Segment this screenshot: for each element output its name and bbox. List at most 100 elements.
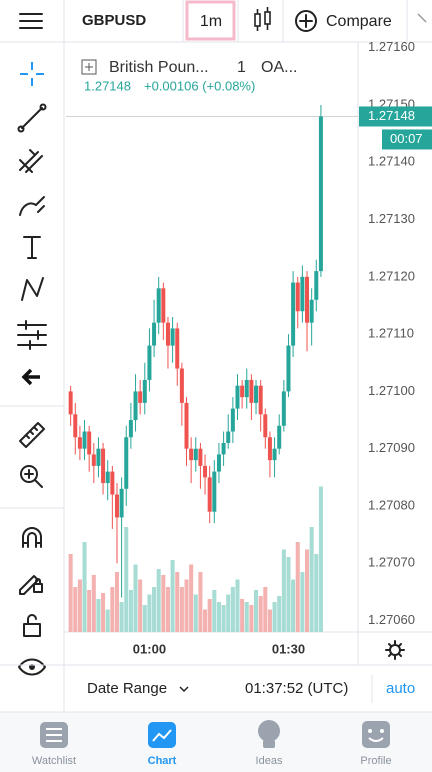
candle-body xyxy=(207,477,212,512)
plot: 1.27060 1.27070 1.27080 1.27090 1.27100 1.271… xyxy=(66,39,432,656)
watchlist-tab[interactable]: Watchlist xyxy=(32,722,76,767)
lock-drawings-tool[interactable] xyxy=(19,575,43,595)
candle-body xyxy=(216,454,221,472)
auto-scale[interactable]: auto xyxy=(386,680,415,697)
settings-button[interactable] xyxy=(385,640,405,660)
volume-bar xyxy=(277,596,282,632)
volume-bar xyxy=(161,575,166,632)
tab-bar xyxy=(0,712,432,772)
countdown-tag xyxy=(382,129,432,150)
dropdown-icon[interactable] xyxy=(179,686,189,693)
volume-bar xyxy=(114,572,120,632)
candle-body xyxy=(184,402,189,449)
y-tick-label: 1.27090 xyxy=(368,440,415,455)
y-tick-label: 1.27160 xyxy=(368,39,415,54)
menu-button[interactable] xyxy=(19,13,43,29)
candle-body xyxy=(281,391,286,426)
candle-body xyxy=(110,471,115,495)
prediction-tool[interactable] xyxy=(17,320,47,350)
volume-bar xyxy=(286,557,291,632)
candle-body xyxy=(226,431,231,443)
x-tick-label: 01:00 xyxy=(133,641,166,656)
candle-body xyxy=(249,379,254,403)
candle-body xyxy=(230,408,235,432)
volume-bar xyxy=(212,590,217,632)
candle-body xyxy=(128,420,133,438)
interval-highlight xyxy=(185,0,236,41)
candle-body xyxy=(96,448,101,466)
volume-bar xyxy=(193,594,198,632)
volume-bar xyxy=(281,549,286,632)
y-tick-label: 1.27140 xyxy=(368,154,415,169)
volume-bar xyxy=(244,602,249,632)
visibility-tool[interactable] xyxy=(18,658,46,676)
symbol-name: British Poun... xyxy=(109,59,209,76)
candle-body xyxy=(212,471,217,512)
zoom-tool[interactable] xyxy=(20,465,43,488)
candle-body xyxy=(87,431,92,455)
chart-type-button[interactable] xyxy=(254,7,271,31)
candle-body xyxy=(291,282,296,346)
tab-label[interactable]: Watchlist xyxy=(32,755,76,767)
candle-body xyxy=(165,322,170,346)
brush-tool[interactable] xyxy=(19,196,45,216)
candle-body xyxy=(244,379,249,398)
candle-body xyxy=(203,465,208,478)
interval-button[interactable]: 1m xyxy=(200,13,222,30)
volume-bar xyxy=(101,593,106,632)
candle-body xyxy=(277,425,282,449)
volume-bar xyxy=(249,605,254,632)
ideas-tab[interactable]: Ideas xyxy=(256,720,283,767)
candle-body xyxy=(318,116,323,272)
volume-bar xyxy=(179,587,184,632)
volume-bar xyxy=(221,605,226,632)
tab-label[interactable]: Profile xyxy=(360,755,391,767)
volume-bar xyxy=(291,579,296,632)
compare-label[interactable]: Compare xyxy=(326,13,392,30)
pitchfork-tool[interactable] xyxy=(19,149,43,173)
profile-tab[interactable]: Profile xyxy=(360,721,392,767)
y-tick-label: 1.27080 xyxy=(368,497,415,512)
chart-tab[interactable]: Chart xyxy=(148,722,177,767)
volume-bar xyxy=(314,554,319,632)
candle-body xyxy=(240,385,245,398)
lock-tool[interactable] xyxy=(23,614,41,637)
hide-toolbar[interactable] xyxy=(21,368,40,386)
volume-bar xyxy=(138,579,143,632)
volume-bar xyxy=(96,599,101,632)
volume-bar xyxy=(124,527,129,632)
candle-body xyxy=(142,379,147,403)
tab-label[interactable]: Chart xyxy=(148,755,177,767)
magnet-tool[interactable] xyxy=(22,527,42,548)
candle-body xyxy=(175,328,180,369)
candle-body xyxy=(156,288,161,323)
volume-bar xyxy=(295,542,300,632)
candle-body xyxy=(295,282,300,312)
tab-label[interactable]: Ideas xyxy=(256,755,283,767)
more-icon[interactable] xyxy=(417,13,427,23)
candle-body xyxy=(189,448,194,461)
compare-button[interactable] xyxy=(295,10,317,32)
trend-line-tool[interactable] xyxy=(17,103,47,133)
legend-toggle[interactable] xyxy=(81,59,97,75)
volume-bar xyxy=(133,564,138,632)
volume-bar xyxy=(300,572,305,632)
pattern-tool[interactable] xyxy=(21,277,44,301)
text-tool[interactable] xyxy=(23,236,41,259)
date-range[interactable]: Date Range xyxy=(87,680,167,697)
crosshair-tool[interactable] xyxy=(20,62,44,86)
countdown-label: 00:07 xyxy=(390,131,423,146)
volume-bar xyxy=(304,549,310,632)
exchange: OA... xyxy=(261,59,297,76)
symbol[interactable]: GBPUSD xyxy=(82,12,146,29)
candle-body xyxy=(305,276,310,323)
candle-body xyxy=(119,488,124,518)
candle-body xyxy=(272,448,277,461)
y-tick-label: 1.27100 xyxy=(368,383,415,398)
measure-tool[interactable] xyxy=(19,422,45,448)
candle-body xyxy=(138,391,143,403)
last-price-tag xyxy=(359,106,432,127)
candle-body xyxy=(133,391,138,421)
volume-bar xyxy=(175,572,180,632)
candle-body xyxy=(91,454,96,466)
